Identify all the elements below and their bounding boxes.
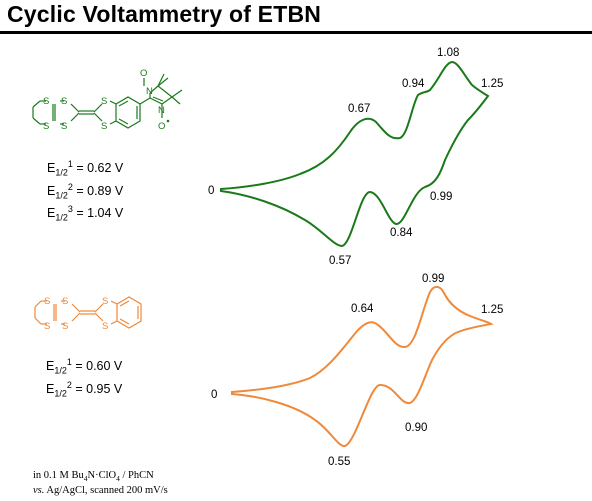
tick-label: 0 [211, 389, 217, 401]
equation-line: E1/21 = 0.62 V [47, 159, 124, 178]
atom-s: S [43, 121, 49, 132]
etbn-molecule [32, 73, 183, 129]
atom-s: S [101, 96, 107, 107]
data-label: 0.55 [328, 456, 350, 468]
atom-s: S [62, 321, 68, 332]
data-label: 1.25 [481, 304, 503, 316]
atom-s: S [62, 296, 68, 307]
data-label: 0.94 [402, 78, 425, 90]
cv-trace-reference [231, 285, 494, 447]
data-label: 0.99 [430, 191, 452, 203]
data-label: 0.57 [329, 255, 351, 267]
data-label: 0.67 [348, 103, 370, 115]
atom-s: S [102, 296, 108, 307]
atom-n: N [146, 86, 153, 97]
atom-n: N [158, 105, 165, 116]
half-wave-potentials-etbn: E1/21 = 0.62 V E1/22 = 0.89 V E1/23 = 1.… [47, 157, 123, 225]
data-label: 1.08 [437, 47, 459, 59]
equation-line: E1/22 = 0.89 V [47, 181, 124, 201]
etbn-molecule-atoms: S S S S S S O N N O [43, 68, 165, 132]
half-wave-potentials-reference: E1/21 = 0.60 V E1/22 = 0.95 V [46, 355, 122, 400]
atom-s: S [61, 121, 67, 132]
atom-s: S [44, 321, 50, 332]
data-label: 0.99 [422, 273, 444, 285]
title-rule [0, 31, 592, 34]
equation-line: E1/22 = 0.95 V [46, 379, 123, 399]
equation-line: E1/23 = 1.04 V [47, 204, 124, 223]
atom-s: S [61, 96, 67, 107]
cv-trace-etbn [220, 60, 490, 248]
atom-s: S [44, 296, 50, 307]
page-title: Cyclic Voltammetry of ETBN [7, 1, 322, 27]
cv-chart-reference: 0 0.64 0.99 1.25 0.90 0.55 [211, 273, 503, 468]
footnote-line-2: vs. Ag/AgCl, scanned 200 mV/s [33, 485, 168, 497]
data-label: 0.64 [351, 303, 374, 315]
tick-label: 0 [208, 185, 214, 197]
data-label: 1.25 [481, 78, 503, 90]
reference-molecule [34, 296, 142, 329]
atom-o: O [158, 121, 165, 132]
data-label: 0.90 [405, 422, 427, 434]
data-label: 0.84 [390, 227, 413, 239]
reference-molecule-atoms: S S S S S S [44, 296, 108, 332]
footnote-line-1: in 0.1 M Bu4N·ClO4 / PhCN [33, 470, 154, 484]
atom-s: S [43, 96, 49, 107]
cv-chart-etbn: 0 0.67 0.94 1.08 1.25 0.99 0.84 0.57 [208, 47, 503, 267]
atom-s: S [101, 121, 107, 132]
atom-o: O [140, 68, 147, 79]
radical-dot [166, 119, 170, 123]
conditions-footnote: in 0.1 M Bu4N·ClO4 / PhCN vs. Ag/AgCl, s… [33, 470, 168, 497]
atom-s: S [102, 321, 108, 332]
equation-line: E1/21 = 0.60 V [46, 357, 123, 376]
